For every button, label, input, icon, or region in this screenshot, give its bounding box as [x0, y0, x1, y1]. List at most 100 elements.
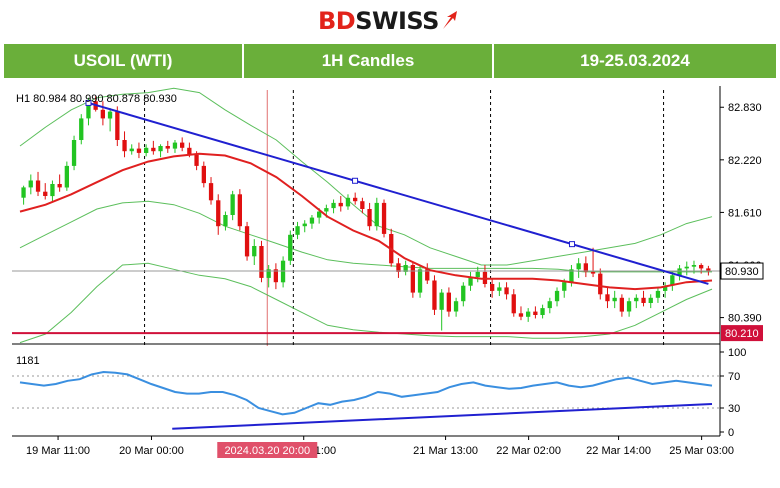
candle-body-54 [410, 265, 415, 293]
candle-body-21 [172, 142, 178, 149]
candle-body-47 [360, 201, 365, 209]
candle-body-61 [461, 285, 466, 302]
candle-body-53 [403, 265, 408, 272]
candle-body-17 [144, 147, 149, 153]
candle-55 [417, 265, 423, 298]
candle-body-60 [453, 301, 459, 312]
rsi-axis: 100 70 30 0 [720, 347, 746, 439]
chart-overlays [12, 99, 720, 335]
candle-73 [547, 297, 552, 314]
bollinger-bands [19, 87, 713, 344]
moving-average-line [19, 152, 713, 291]
candle-body-65 [490, 284, 495, 291]
candle-body-89 [663, 285, 668, 291]
rsi-tick-label-1: 70 [728, 371, 740, 383]
candle-88 [655, 287, 661, 303]
candle-59 [446, 287, 451, 317]
time-tick-label-5: 22 Mar 14:00 [586, 445, 651, 457]
candle-57 [432, 275, 437, 315]
candle-31 [244, 221, 250, 261]
candle-40 [309, 215, 315, 229]
candle-4 [50, 180, 55, 202]
candle-body-71 [533, 311, 538, 315]
candle-2 [35, 171, 41, 197]
candle-body-76 [569, 269, 574, 283]
candle-77 [576, 258, 581, 278]
candle-29 [230, 190, 235, 221]
candle-5 [57, 174, 62, 192]
trendline-anchor-2 [569, 241, 576, 248]
candle-92 [684, 261, 689, 276]
candle-body-15 [129, 148, 134, 152]
candle-body-69 [518, 313, 524, 317]
candle-body-1 [28, 180, 33, 188]
candle-70 [526, 308, 531, 322]
candle-body-55 [417, 269, 423, 293]
candle-body-52 [396, 263, 401, 272]
candle-33 [259, 240, 264, 283]
candle-body-29 [230, 194, 235, 215]
brand-name-part2: SWISS [355, 7, 439, 35]
price-plot-area [12, 86, 720, 342]
candle-body-4 [50, 184, 55, 197]
candle-12 [107, 108, 113, 132]
candle-body-90 [670, 275, 675, 286]
candle-body-85 [634, 297, 639, 302]
candle-69 [518, 306, 524, 321]
header-dates: 19-25.03.2024 [494, 44, 776, 78]
time-tick-label-6: 25 Mar 03:00 [669, 445, 734, 457]
candle-body-74 [554, 290, 560, 302]
brand-name-part1: BD [318, 7, 356, 35]
candle-68 [511, 289, 516, 317]
candle-body-6 [64, 165, 69, 188]
rsi-tick-label-2: 30 [728, 403, 740, 415]
band-lower [19, 262, 713, 344]
candle-56 [425, 263, 430, 284]
candle-6 [64, 161, 69, 191]
candle-34 [266, 265, 271, 288]
candle-body-37 [288, 234, 293, 261]
candle-21 [172, 140, 178, 153]
candle-0 [21, 185, 26, 205]
candle-body-93 [691, 265, 697, 267]
current-price-label: 80.930 [725, 266, 759, 278]
time-tick-label-1: 20 Mar 00:00 [119, 445, 184, 457]
candle-body-30 [237, 194, 242, 227]
candle-body-26 [208, 183, 214, 201]
candle-body-44 [338, 202, 343, 207]
candle-82 [612, 290, 617, 309]
candle-35 [273, 263, 278, 290]
candle-body-16 [136, 148, 142, 153]
brand-arrow-icon [442, 11, 457, 29]
candle-body-23 [187, 147, 192, 155]
candle-60 [453, 297, 459, 317]
candle-body-48 [367, 209, 372, 227]
candle-body-3 [43, 191, 48, 196]
candle-47 [360, 197, 365, 214]
candle-80 [598, 268, 603, 300]
ohlc-info: H1 80.984 80.990 80.878 80.930 [16, 93, 177, 105]
candle-body-14 [122, 140, 127, 152]
candle-17 [144, 144, 149, 157]
candle-body-84 [626, 301, 632, 312]
candle-body-86 [641, 297, 646, 303]
candle-body-50 [381, 202, 387, 234]
candle-74 [554, 287, 560, 307]
bdswiss-logo: BDSWISS [318, 6, 463, 36]
trendline-anchor-0 [85, 99, 92, 106]
candle-94 [699, 263, 704, 274]
candle-body-35 [273, 269, 278, 283]
candle-8 [79, 114, 84, 145]
candle-18 [151, 140, 156, 155]
rsi-indicator [12, 370, 720, 430]
candle-body-80 [598, 273, 603, 295]
band-middle [19, 200, 712, 273]
candle-body-79 [590, 271, 596, 274]
candle-body-59 [446, 292, 451, 312]
candle-28 [223, 211, 228, 231]
candle-body-73 [547, 301, 552, 309]
price-tick-label-4: 80.390 [728, 313, 762, 325]
brand-bar: BDSWISS [0, 0, 780, 42]
resistance-trendline [88, 101, 709, 285]
